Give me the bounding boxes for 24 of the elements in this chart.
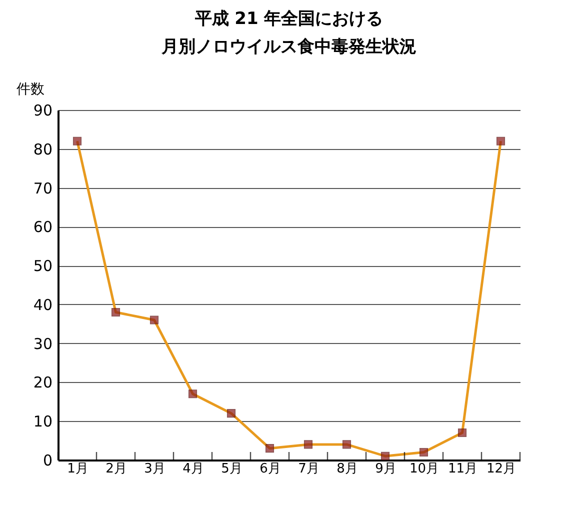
x-tick-label: 5月 (221, 462, 242, 476)
x-tick-label: 11月 (448, 462, 478, 476)
x-tick-label: 2月 (106, 462, 127, 476)
y-tick-label: 50 (33, 257, 52, 276)
y-tick-label: 80 (33, 140, 52, 158)
y-tick-label: 60 (33, 218, 52, 236)
chart-title: 平成 21 年全国における月別ノロウイルス食中毒発生状況 (160, 9, 416, 57)
y-axis-title: 件数 (16, 82, 44, 98)
x-tick-label: 6月 (260, 462, 281, 476)
y-tick-label: 70 (33, 179, 52, 198)
x-tick-label: 8月 (336, 462, 358, 476)
x-tick-label: 12月 (486, 462, 516, 476)
y-tick-label: 0 (42, 452, 52, 470)
y-tick-label: 40 (33, 296, 52, 314)
x-tick-label: 3月 (144, 462, 166, 476)
x-tick-label: 10月 (409, 462, 440, 476)
y-tick-label: 30 (33, 334, 52, 353)
y-tick-label: 20 (33, 374, 52, 392)
x-tick-label: 4月 (182, 462, 204, 476)
x-tick-label: 7月 (298, 462, 320, 476)
x-tick-label: 1月 (67, 462, 88, 476)
y-tick-label: 90 (33, 102, 52, 120)
y-tick-label: 10 (33, 412, 52, 431)
x-tick-label: 9月 (375, 462, 396, 476)
